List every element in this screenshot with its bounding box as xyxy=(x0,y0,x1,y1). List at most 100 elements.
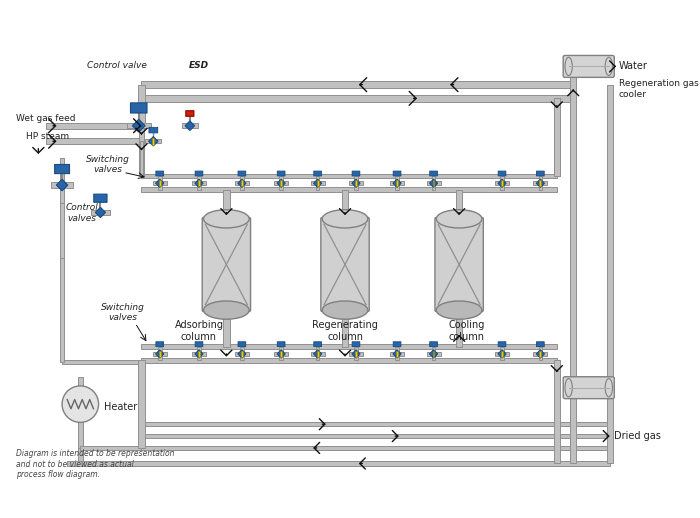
Bar xyxy=(280,180,282,186)
FancyBboxPatch shape xyxy=(235,352,249,356)
Bar xyxy=(501,180,503,186)
Ellipse shape xyxy=(606,379,612,397)
Bar xyxy=(316,351,319,357)
FancyBboxPatch shape xyxy=(158,347,162,361)
Text: Adsorbing
column: Adsorbing column xyxy=(174,320,223,342)
FancyBboxPatch shape xyxy=(311,352,325,356)
Ellipse shape xyxy=(565,57,573,76)
Bar xyxy=(280,351,282,357)
FancyBboxPatch shape xyxy=(564,377,615,399)
FancyBboxPatch shape xyxy=(390,181,404,185)
FancyBboxPatch shape xyxy=(390,352,404,356)
FancyBboxPatch shape xyxy=(91,210,110,215)
FancyBboxPatch shape xyxy=(80,445,141,450)
FancyBboxPatch shape xyxy=(570,84,576,98)
FancyBboxPatch shape xyxy=(314,342,321,347)
Polygon shape xyxy=(238,179,246,188)
Text: Dried gas: Dried gas xyxy=(615,431,662,441)
FancyBboxPatch shape xyxy=(352,171,360,176)
FancyBboxPatch shape xyxy=(238,171,246,176)
FancyBboxPatch shape xyxy=(570,98,576,379)
Polygon shape xyxy=(536,179,545,188)
FancyBboxPatch shape xyxy=(141,434,610,438)
FancyBboxPatch shape xyxy=(55,165,69,174)
FancyBboxPatch shape xyxy=(46,138,141,145)
FancyBboxPatch shape xyxy=(158,176,162,190)
FancyBboxPatch shape xyxy=(500,176,504,190)
FancyBboxPatch shape xyxy=(354,347,358,361)
FancyBboxPatch shape xyxy=(127,123,150,128)
FancyBboxPatch shape xyxy=(498,342,506,347)
Bar xyxy=(396,180,398,186)
FancyBboxPatch shape xyxy=(141,445,610,450)
Polygon shape xyxy=(95,207,106,218)
FancyBboxPatch shape xyxy=(311,181,325,185)
FancyBboxPatch shape xyxy=(432,347,435,361)
FancyBboxPatch shape xyxy=(495,352,509,356)
Ellipse shape xyxy=(204,210,249,228)
Polygon shape xyxy=(238,350,246,358)
FancyBboxPatch shape xyxy=(538,347,543,361)
FancyBboxPatch shape xyxy=(277,342,285,347)
FancyBboxPatch shape xyxy=(78,377,83,386)
FancyBboxPatch shape xyxy=(139,84,145,126)
Ellipse shape xyxy=(322,210,368,228)
FancyBboxPatch shape xyxy=(500,347,504,361)
FancyBboxPatch shape xyxy=(570,76,576,464)
Bar xyxy=(355,351,357,357)
Polygon shape xyxy=(277,350,286,358)
FancyBboxPatch shape xyxy=(139,126,144,176)
FancyBboxPatch shape xyxy=(277,171,285,176)
Ellipse shape xyxy=(436,301,482,319)
FancyBboxPatch shape xyxy=(498,171,506,176)
FancyBboxPatch shape xyxy=(66,461,610,466)
FancyBboxPatch shape xyxy=(156,171,164,176)
FancyBboxPatch shape xyxy=(197,347,201,361)
Polygon shape xyxy=(155,350,164,358)
FancyBboxPatch shape xyxy=(186,111,194,116)
FancyBboxPatch shape xyxy=(141,81,573,88)
FancyBboxPatch shape xyxy=(533,181,547,185)
FancyBboxPatch shape xyxy=(342,190,348,214)
Bar xyxy=(241,180,243,186)
FancyBboxPatch shape xyxy=(140,141,143,176)
FancyBboxPatch shape xyxy=(195,171,203,176)
Text: Control
valves: Control valves xyxy=(66,204,99,223)
Polygon shape xyxy=(498,350,506,358)
FancyBboxPatch shape xyxy=(240,176,244,190)
FancyBboxPatch shape xyxy=(274,352,288,356)
FancyBboxPatch shape xyxy=(536,342,544,347)
Text: HP steam: HP steam xyxy=(26,133,69,141)
Polygon shape xyxy=(498,179,506,188)
FancyBboxPatch shape xyxy=(141,358,556,363)
FancyBboxPatch shape xyxy=(195,342,203,347)
Polygon shape xyxy=(195,350,203,358)
Polygon shape xyxy=(185,121,195,131)
FancyBboxPatch shape xyxy=(570,84,576,464)
Bar xyxy=(433,180,435,186)
FancyBboxPatch shape xyxy=(426,352,440,356)
FancyBboxPatch shape xyxy=(141,422,610,426)
FancyBboxPatch shape xyxy=(235,181,249,185)
FancyBboxPatch shape xyxy=(78,422,83,448)
FancyBboxPatch shape xyxy=(393,171,401,176)
FancyBboxPatch shape xyxy=(153,352,167,356)
FancyBboxPatch shape xyxy=(238,342,246,347)
FancyBboxPatch shape xyxy=(51,182,73,188)
Polygon shape xyxy=(352,350,360,358)
FancyBboxPatch shape xyxy=(279,176,283,190)
FancyBboxPatch shape xyxy=(314,171,321,176)
FancyBboxPatch shape xyxy=(395,176,399,190)
FancyBboxPatch shape xyxy=(153,181,167,185)
Ellipse shape xyxy=(606,57,612,76)
FancyBboxPatch shape xyxy=(570,98,576,387)
FancyBboxPatch shape xyxy=(240,347,244,361)
Text: Heater: Heater xyxy=(104,402,137,412)
FancyBboxPatch shape xyxy=(316,176,319,190)
Ellipse shape xyxy=(565,379,573,397)
FancyBboxPatch shape xyxy=(564,55,615,77)
Polygon shape xyxy=(429,350,438,358)
FancyBboxPatch shape xyxy=(495,181,509,185)
Text: Cooling
column: Cooling column xyxy=(448,320,484,342)
Polygon shape xyxy=(132,119,145,132)
